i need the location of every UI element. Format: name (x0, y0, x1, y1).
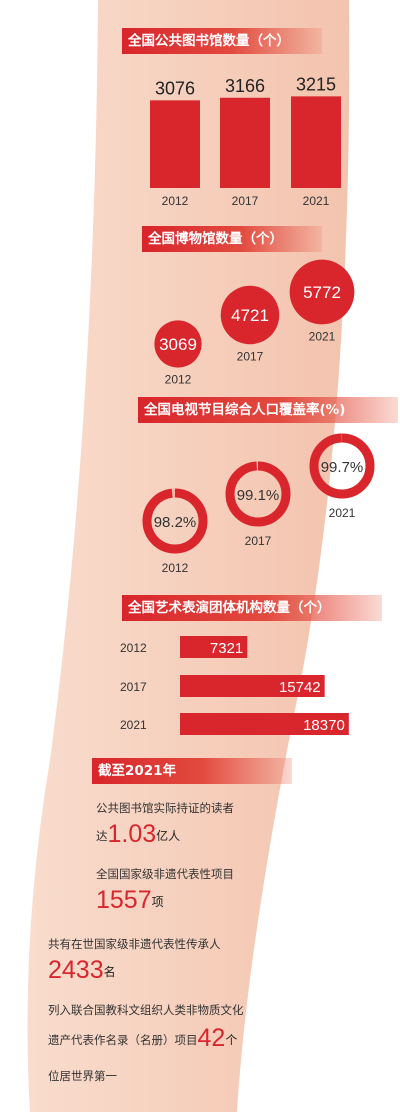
reader-desc: 公共图书馆实际持证的读者 (96, 801, 234, 815)
unesco-desc2: 遗产代表作名录（名册）项目 (48, 1033, 198, 1047)
reader-prefix: 达 (96, 829, 108, 843)
inheritor-value-line: 2433名 (48, 956, 116, 985)
year-label-2012: 2012 (165, 373, 192, 387)
value-label-2012: 3076 (155, 78, 195, 98)
reader-value-line: 达1.03亿人 (96, 820, 180, 849)
inheritor-unit: 名 (103, 965, 116, 979)
art-troupe-chart-title: 全国艺术表演团体机构数量（个） (122, 595, 382, 621)
unesco-line1: 列入联合国教科文组织人类非物质文化 (48, 1002, 244, 1018)
bubble-2021 (289, 259, 355, 325)
value-label-2021: 99.7% (321, 459, 364, 476)
value-label-2021: 18370 (303, 717, 345, 734)
value-label-2012: 7321 (210, 640, 243, 657)
heritage-project-value-line: 1557项 (96, 886, 164, 915)
value-label-2012: 3069 (159, 335, 197, 354)
value-label-2017: 99.1% (237, 487, 280, 504)
unesco-unit: 个 (225, 1033, 238, 1047)
bar-2012 (150, 100, 200, 188)
bar-2017 (220, 97, 270, 188)
year-label-2017: 2017 (120, 680, 147, 694)
value-label-2012: 98.2% (154, 514, 197, 531)
library-chart-title: 全国公共图书馆数量（个） (122, 28, 322, 54)
value-label-2017: 3166 (225, 76, 265, 96)
year-label-2017: 2017 (245, 534, 272, 548)
unesco-value: 42 (197, 1024, 226, 1052)
summary-header: 截至2021年 (92, 758, 292, 784)
value-label-2017: 4721 (231, 306, 269, 325)
value-label-2017: 15742 (279, 679, 321, 696)
unesco-line3: 位居世界第一 (48, 1068, 117, 1084)
inheritor-desc: 共有在世国家级非遗代表性传承人 (48, 937, 221, 951)
year-label-2021: 2021 (303, 194, 330, 208)
ring-2017 (225, 461, 291, 527)
year-label-2012: 2012 (120, 641, 147, 655)
heritage-project-value: 1557 (96, 886, 152, 914)
year-label-2017: 2017 (237, 349, 264, 363)
year-label-2017: 2017 (232, 194, 259, 208)
heritage-project-desc: 全国国家级非遗代表性项目 (96, 867, 234, 881)
unesco-desc: 列入联合国教科文组织人类非物质文化 (48, 1003, 244, 1017)
reader-value: 1.03 (107, 820, 157, 848)
inheritor-line: 共有在世国家级非遗代表性传承人 (48, 936, 221, 952)
reader-unit: 亿人 (156, 829, 181, 843)
bar-2021 (180, 713, 349, 735)
year-label-2012: 2012 (162, 561, 189, 575)
unesco-rank: 位居世界第一 (48, 1069, 117, 1083)
year-label-2021: 2021 (329, 506, 356, 520)
bar-2017 (180, 675, 325, 697)
reader-line: 公共图书馆实际持证的读者 (96, 800, 234, 816)
value-label-2021: 3215 (296, 74, 336, 94)
bar-2012 (180, 636, 248, 658)
museum-chart-title: 全国博物馆数量（个） (142, 226, 322, 252)
unesco-line2: 遗产代表作名录（名册）项目42个 (48, 1024, 237, 1053)
value-label-2021: 5772 (303, 283, 341, 302)
inheritor-value: 2433 (48, 956, 104, 984)
heritage-project-line: 全国国家级非遗代表性项目 (96, 866, 234, 882)
heritage-project-unit: 项 (151, 895, 164, 909)
ring-2021 (309, 433, 375, 499)
bubble-2012 (154, 320, 202, 368)
ring-2012 (142, 488, 208, 554)
bubble-2017 (220, 285, 280, 345)
year-label-2021: 2021 (120, 718, 147, 732)
tv-coverage-chart-title: 全国电视节目综合人口覆盖率(%) (138, 397, 398, 423)
year-label-2012: 2012 (162, 194, 189, 208)
year-label-2021: 2021 (309, 329, 336, 343)
bar-2021 (291, 96, 341, 188)
